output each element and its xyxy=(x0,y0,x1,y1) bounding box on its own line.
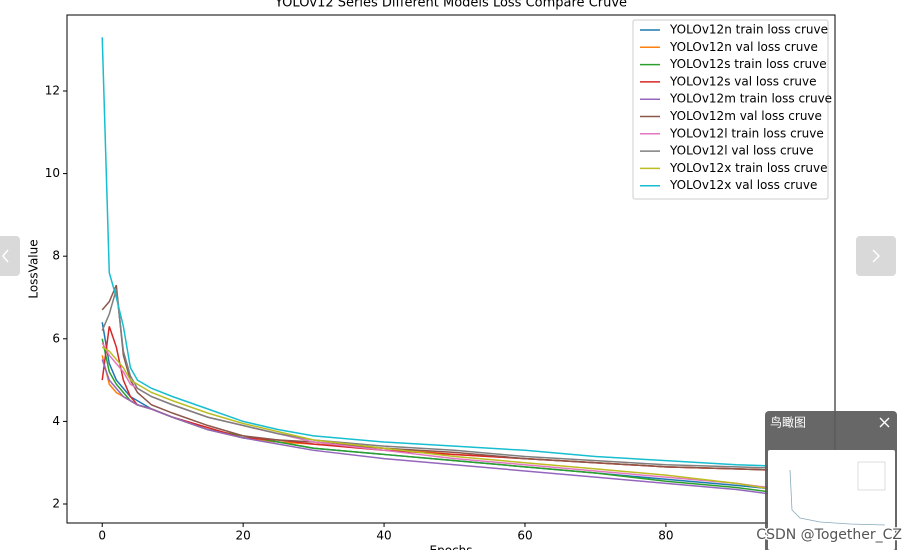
legend-label: YOLOv12n train loss cruve xyxy=(669,23,828,37)
y-axis-label: LossValue xyxy=(27,239,41,298)
legend-label: YOLOv12l val loss cruve xyxy=(669,144,814,158)
thumbnail-legend xyxy=(857,461,886,491)
y-tick-label: 4 xyxy=(52,414,60,428)
legend-label: YOLOv12m val loss cruve xyxy=(669,109,822,123)
series-line xyxy=(101,289,800,470)
x-tick-label: 60 xyxy=(517,529,532,543)
series-line xyxy=(101,346,800,495)
overview-close[interactable] xyxy=(879,417,890,428)
next-button[interactable] xyxy=(856,236,896,276)
axes-frame xyxy=(66,14,836,524)
legend-label: YOLOv12m train loss cruve xyxy=(669,92,832,106)
series-line xyxy=(101,37,800,468)
legend-label: YOLOv12n val loss cruve xyxy=(669,40,818,54)
overview-panel: 鸟瞰图 xyxy=(765,411,897,550)
series-line xyxy=(101,284,800,472)
x-tick-label: 0 xyxy=(98,529,106,543)
legend-label: YOLOv12l train loss cruve xyxy=(669,126,824,140)
overview-title: 鸟瞰图 xyxy=(770,415,806,430)
chart-title: YOLOv12 Series Different Models Loss Com… xyxy=(274,0,627,11)
prev-icon[interactable] xyxy=(2,249,9,263)
legend-label: YOLOv12x train loss cruve xyxy=(669,161,827,175)
y-tick-label: 10 xyxy=(45,166,60,180)
legend-label: YOLOv12x val loss cruve xyxy=(669,178,817,192)
y-tick-label: 2 xyxy=(52,497,60,511)
series-line xyxy=(101,359,800,499)
next-button-bg[interactable] xyxy=(856,236,896,276)
legend-label: YOLOv12s val loss cruve xyxy=(669,74,816,88)
legend-label: YOLOv12s train loss cruve xyxy=(669,57,827,71)
x-tick-label: 40 xyxy=(376,529,391,543)
thumbnail-lines xyxy=(789,469,886,526)
y-tick-label: 12 xyxy=(45,83,60,97)
y-tick-label: 8 xyxy=(52,249,60,263)
next-icon[interactable] xyxy=(872,249,881,263)
legend-box xyxy=(632,19,829,200)
overview-thumbnail[interactable] xyxy=(768,450,895,550)
watermark: CSDN @Together_CZ xyxy=(756,527,902,543)
x-tick-label: 20 xyxy=(236,529,251,543)
x-tick-label: 80 xyxy=(658,529,673,543)
y-tick-label: 6 xyxy=(52,331,60,345)
viewer-ui: 鸟瞰图 CSDN @Together_CZ xyxy=(0,236,903,550)
prev-button-bg[interactable] xyxy=(0,236,20,276)
x-axis-label: Epochs xyxy=(430,544,473,550)
chart: YOLOv12 Series Different Models Loss Com… xyxy=(27,0,836,550)
prev-button[interactable] xyxy=(0,236,20,276)
